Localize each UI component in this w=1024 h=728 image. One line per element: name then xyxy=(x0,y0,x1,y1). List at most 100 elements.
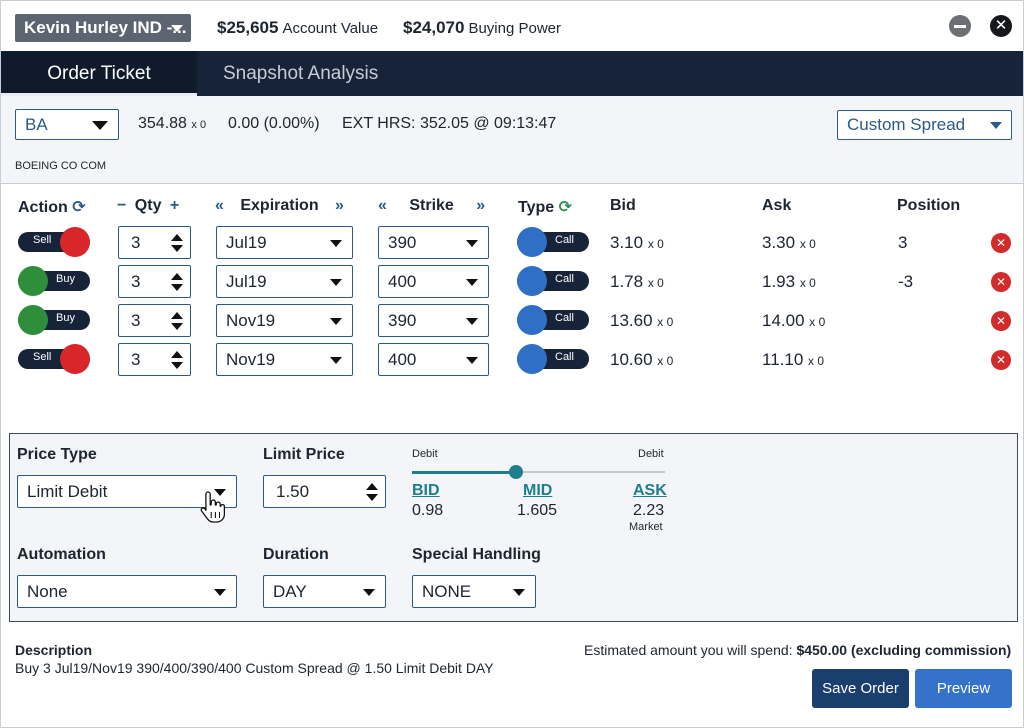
next-strike-icon[interactable]: » xyxy=(476,197,486,214)
buy-toggle-knob xyxy=(18,305,48,335)
expiration-value: Nov19 xyxy=(226,311,276,330)
refresh-icon[interactable]: ⟳ xyxy=(72,199,86,216)
type-toggle[interactable]: Call xyxy=(517,266,589,296)
symbol-select[interactable]: BA xyxy=(15,109,119,140)
increment-icon[interactable] xyxy=(171,234,183,241)
call-toggle-knob xyxy=(517,344,547,374)
chevron-down-icon xyxy=(466,318,478,325)
remove-leg-icon[interactable]: ✕ xyxy=(991,350,1011,370)
mid-price-link[interactable]: MID xyxy=(523,482,553,499)
chevron-down-icon xyxy=(990,122,1002,129)
header-qty-label: Qty xyxy=(134,197,162,214)
tab-snapshot-analysis[interactable]: Snapshot Analysis xyxy=(223,63,379,84)
special-handling-value: NONE xyxy=(422,582,472,601)
market-label: Market xyxy=(629,521,663,533)
quantity-stepper[interactable]: 3 xyxy=(118,343,191,376)
account-selector[interactable]: Kevin Hurley IND -... xyxy=(15,14,191,42)
preview-button[interactable]: Preview xyxy=(915,669,1012,708)
increment-icon[interactable] xyxy=(171,351,183,358)
quantity-stepper[interactable]: 3 xyxy=(118,265,191,298)
buying-power: $24,070 Buying Power xyxy=(403,18,561,38)
increment-icon[interactable] xyxy=(171,312,183,319)
action-toggle[interactable]: Buy xyxy=(18,305,90,335)
strike-select[interactable]: 390 xyxy=(378,226,489,259)
quantity-stepper[interactable]: 3 xyxy=(118,226,191,259)
sell-toggle-knob xyxy=(60,227,90,257)
position-value: 3 xyxy=(898,233,908,252)
action-label: Buy xyxy=(56,312,75,324)
minus-icon[interactable]: − xyxy=(117,197,127,214)
header-type-label: Type xyxy=(518,199,555,216)
action-toggle[interactable]: Sell xyxy=(18,344,90,374)
chevron-down-icon xyxy=(92,121,108,130)
ask-size: x 0 xyxy=(799,237,816,251)
special-handling-select[interactable]: NONE xyxy=(412,575,536,608)
strike-value: 390 xyxy=(388,233,417,252)
type-toggle[interactable]: Call xyxy=(517,227,589,257)
remove-leg-icon[interactable]: ✕ xyxy=(991,233,1011,253)
price-slider-track[interactable] xyxy=(412,471,665,473)
symbol-panel: BA 354.88 x 0 0.00 (0.00%) EXT HRS: 352.… xyxy=(1,96,1023,184)
decrement-icon[interactable] xyxy=(171,323,183,330)
quantity-value: 3 xyxy=(131,311,141,330)
refresh-icon[interactable]: ⟳ xyxy=(558,199,573,216)
remove-leg-icon[interactable]: ✕ xyxy=(991,272,1011,292)
strike-select[interactable]: 400 xyxy=(378,343,489,376)
price-slider-handle[interactable] xyxy=(508,465,523,479)
buying-power-amount: $24,070 xyxy=(403,18,465,37)
type-label: Call xyxy=(555,273,574,285)
decrement-icon[interactable] xyxy=(171,245,183,252)
mid-price-value: 1.605 xyxy=(517,502,558,519)
expiration-value: Jul19 xyxy=(226,272,267,291)
prev-strike-icon[interactable]: « xyxy=(378,197,387,214)
limit-price-value: 1.50 xyxy=(276,482,310,501)
expiration-value: Jul19 xyxy=(226,233,267,252)
slider-left-label: Debit xyxy=(412,448,438,460)
slider-right-label: Debit xyxy=(638,448,664,460)
tab-order-ticket[interactable]: Order Ticket xyxy=(1,51,197,96)
expiration-select[interactable]: Jul19 xyxy=(216,226,353,259)
header-expiration-label: Expiration xyxy=(240,197,319,214)
decrement-icon[interactable] xyxy=(366,494,378,501)
header-type: Type ⟳ xyxy=(518,197,572,217)
type-toggle[interactable]: Call xyxy=(517,305,589,335)
expiration-select[interactable]: Nov19 xyxy=(216,343,353,376)
save-order-button[interactable]: Save Order xyxy=(812,669,909,708)
price-type-select[interactable]: Limit Debit xyxy=(17,475,237,508)
remove-leg-icon[interactable]: ✕ xyxy=(991,311,1011,331)
next-expiration-icon[interactable]: » xyxy=(335,197,344,214)
decrement-icon[interactable] xyxy=(171,362,183,369)
strike-value: 390 xyxy=(388,311,417,330)
bid-price-link[interactable]: BID xyxy=(412,482,440,499)
limit-price-input[interactable]: 1.50 xyxy=(263,475,386,508)
action-toggle[interactable]: Buy xyxy=(18,266,90,296)
strategy-select[interactable]: Custom Spread xyxy=(837,110,1012,140)
bid-price-value: 0.98 xyxy=(412,502,444,519)
close-icon[interactable]: ✕ xyxy=(990,15,1012,37)
bid-value: 3.10 xyxy=(610,233,644,252)
chevron-down-icon xyxy=(330,279,342,286)
strategy-value: Custom Spread xyxy=(847,115,966,134)
type-label: Call xyxy=(555,312,574,324)
increment-icon[interactable] xyxy=(171,273,183,280)
quantity-stepper[interactable]: 3 xyxy=(118,304,191,337)
tab-bar: Order Ticket Snapshot Analysis xyxy=(1,51,1023,96)
call-toggle-knob xyxy=(517,227,547,257)
decrement-icon[interactable] xyxy=(171,284,183,291)
type-toggle[interactable]: Call xyxy=(517,344,589,374)
prev-expiration-icon[interactable]: « xyxy=(215,197,224,214)
expiration-select[interactable]: Jul19 xyxy=(216,265,353,298)
duration-select[interactable]: DAY xyxy=(263,575,386,608)
ask-price-link[interactable]: ASK xyxy=(633,482,667,499)
action-toggle[interactable]: Sell xyxy=(18,227,90,257)
strike-select[interactable]: 390 xyxy=(378,304,489,337)
expiration-select[interactable]: Nov19 xyxy=(216,304,353,337)
strike-select[interactable]: 400 xyxy=(378,265,489,298)
automation-select[interactable]: None xyxy=(17,575,237,608)
bid-price: 3.10 x 0 xyxy=(610,233,664,253)
increment-icon[interactable] xyxy=(366,483,378,490)
minimize-icon[interactable] xyxy=(949,15,971,37)
action-label: Sell xyxy=(33,234,52,246)
plus-icon[interactable]: + xyxy=(169,197,180,214)
